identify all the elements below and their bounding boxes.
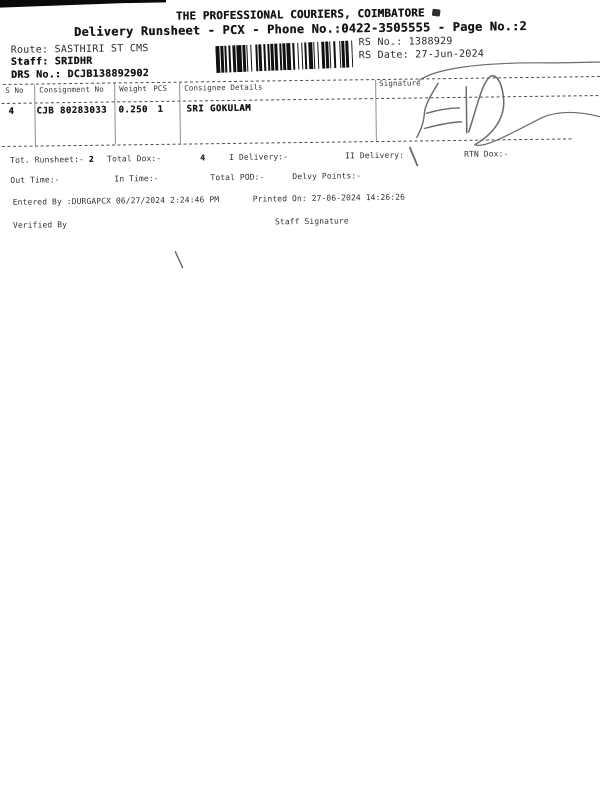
barcode-bar [215, 45, 221, 74]
out-time: Out Time:- [10, 175, 60, 185]
route-line: Route: SASTHIRI ST CMS [10, 43, 149, 56]
i-delivery: I Delivery:- [229, 152, 289, 162]
drs-no-line: DRS No.: DCJB138892902 [10, 68, 150, 81]
barcode-bar [317, 41, 320, 69]
barcode-bar [224, 45, 228, 73]
scan-edge-artifact [0, 0, 166, 8]
barcode-bar [291, 42, 296, 70]
stray-pen-mark [174, 251, 184, 269]
signature-scribble [409, 61, 600, 167]
staff-signature-label: Staff Signature [274, 216, 349, 227]
barcode-bar [263, 44, 267, 72]
row-consignee: SRI GOKULAM [186, 103, 252, 115]
col-header-pcs: PCS [153, 83, 168, 93]
barcode-bar [246, 44, 249, 72]
col-header-consignment: Consignment No [39, 84, 104, 95]
barcode-bar [350, 40, 354, 68]
barcode-bar [228, 45, 232, 73]
barcode-bar [345, 40, 350, 68]
printed-on: Printed On: 27-06-2024 14:26:26 [252, 192, 406, 204]
row-pcs: 1 [157, 104, 164, 115]
delvy-points: Delvy Points:- [292, 171, 362, 182]
col-header-consignee: Consignee Details [184, 82, 263, 93]
tot-runsheet-label: Tot. Runsheet:- [10, 154, 84, 165]
barcode-bar [313, 41, 316, 70]
row-sno: 4 [8, 106, 15, 117]
ink-blot [431, 8, 441, 17]
tot-runsheet-value: 2 [88, 154, 94, 164]
rs-no-line: RS No.: 1388929 [358, 36, 453, 49]
column-divider [114, 83, 116, 145]
rtn-dox: RTN Dox:- [464, 149, 509, 159]
staff-line: Staff: SRIDHR [10, 55, 93, 68]
ii-delivery: II Delivery: [345, 150, 405, 161]
barcode-bar [236, 45, 242, 73]
col-header-weight: Weight [119, 84, 147, 94]
in-time: In Time:- [114, 173, 159, 184]
total-dox-value: 4 [200, 153, 206, 163]
column-divider [179, 82, 181, 144]
barcode-bar [333, 41, 336, 69]
barcode [215, 40, 354, 74]
barcode-bar [329, 41, 332, 69]
barcode-bar [250, 44, 253, 72]
total-dox-label: Total Dox:- [107, 153, 162, 164]
total-pod: Total POD:- [210, 172, 265, 183]
tot-runsheet: Tot. Runsheet:- 2 [10, 155, 94, 165]
barcode-bar [274, 43, 279, 71]
barcode-bar [258, 44, 263, 72]
col-header-sno: S No [5, 85, 24, 95]
entered-by: Entered By :DURGAPCX 06/27/2024 2:24:46 … [12, 195, 220, 207]
row-weight: 0.250 [118, 105, 148, 116]
barcode-bar [297, 42, 300, 70]
row-consignment: CJB 80283033 [36, 105, 107, 117]
column-divider [375, 80, 377, 142]
barcode-bar [307, 42, 313, 70]
verified-by: Verified By [12, 220, 68, 230]
barcode-bar [286, 42, 292, 71]
